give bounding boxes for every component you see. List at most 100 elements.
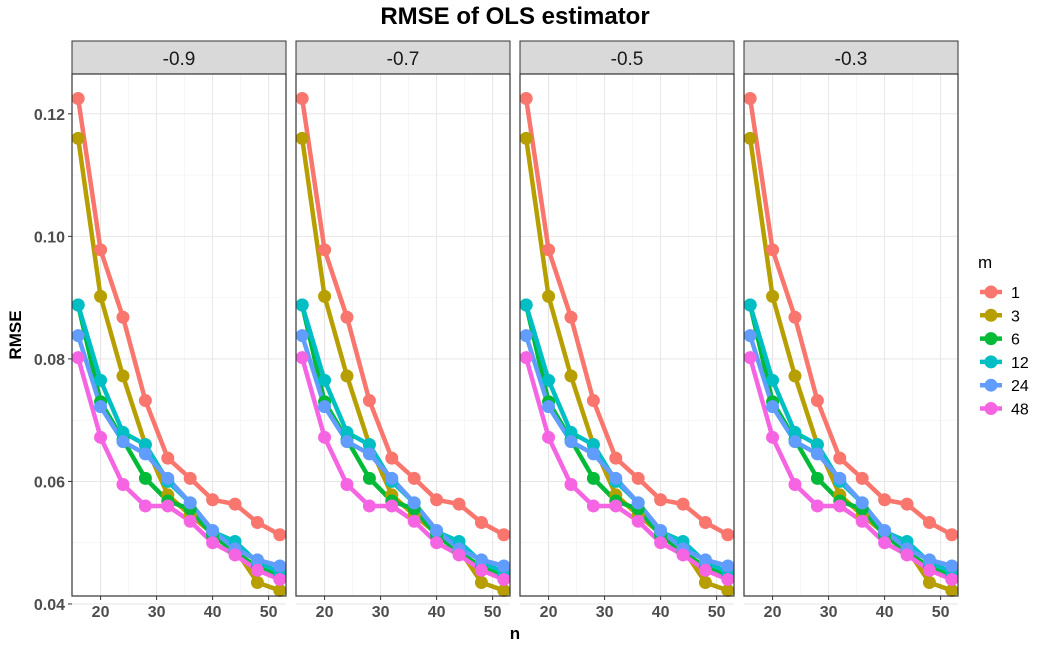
data-point-m3 — [721, 583, 735, 597]
panel-border — [743, 73, 959, 597]
data-point-m24 — [318, 400, 332, 414]
data-point-m48 — [788, 477, 802, 491]
data-point-m3 — [273, 583, 287, 597]
data-point-m48 — [900, 548, 914, 562]
data-point-m24 — [519, 329, 533, 343]
data-point-m12 — [340, 425, 354, 439]
data-point-m24 — [497, 559, 511, 573]
data-point-m12 — [295, 298, 309, 312]
x-tick-label: 20 — [92, 604, 110, 621]
legend-key-point — [984, 402, 998, 415]
data-point-m24 — [362, 447, 376, 461]
data-point-m48 — [922, 563, 936, 577]
data-point-m1 — [788, 310, 802, 324]
data-point-m1 — [564, 310, 578, 324]
legend-label: 1 — [1011, 285, 1020, 302]
facet-label: -0.7 — [387, 49, 420, 70]
x-tick-label: 50 — [260, 604, 278, 621]
y-axis-title: RMSE — [6, 310, 25, 359]
series-line-m24 — [523, 333, 731, 569]
data-point-m48 — [676, 548, 690, 562]
data-point-m1 — [519, 92, 533, 106]
data-point-m48 — [945, 572, 959, 586]
legend-label: 48 — [1011, 402, 1029, 419]
data-point-m48 — [631, 514, 645, 528]
data-point-m48 — [810, 499, 824, 513]
data-point-m48 — [564, 477, 578, 491]
series-line-m48 — [299, 355, 507, 582]
x-tick-label: 40 — [204, 604, 222, 621]
data-point-m1 — [183, 471, 197, 485]
data-point-m48 — [654, 536, 668, 550]
legend-label: 6 — [1011, 332, 1020, 349]
data-point-m24 — [609, 471, 623, 485]
data-point-m24 — [564, 435, 578, 449]
data-point-m24 — [721, 559, 735, 573]
series-line-m6 — [299, 302, 507, 577]
data-point-m12 — [743, 298, 757, 312]
series-line-m1 — [299, 96, 507, 537]
data-point-m24 — [206, 523, 220, 537]
data-point-m48 — [407, 514, 421, 528]
y-tick-label: 0.06 — [34, 474, 65, 491]
y-tick-label: 0.04 — [34, 597, 65, 614]
data-point-m1 — [542, 243, 556, 257]
series-line-m48 — [75, 355, 283, 582]
series-line-m6 — [75, 302, 283, 577]
data-point-m48 — [206, 536, 220, 550]
series-line-m48 — [523, 355, 731, 582]
x-tick-label: 30 — [148, 604, 166, 621]
data-point-m1 — [116, 310, 130, 324]
x-tick-label: 20 — [540, 604, 558, 621]
data-point-m48 — [385, 499, 399, 513]
data-point-m48 — [318, 430, 332, 444]
series-line-m3 — [747, 136, 955, 593]
data-point-m12 — [766, 373, 780, 387]
data-point-m24 — [273, 559, 287, 573]
data-point-m6 — [362, 471, 376, 485]
y-tick-label: 0.10 — [34, 229, 65, 246]
data-point-m48 — [452, 548, 466, 562]
data-point-m24 — [116, 435, 130, 449]
data-point-m48 — [273, 572, 287, 586]
data-point-m48 — [138, 499, 152, 513]
data-point-m48 — [430, 536, 444, 550]
facet-label: -0.3 — [835, 49, 868, 70]
data-point-m24 — [542, 400, 556, 414]
data-point-m1 — [452, 497, 466, 511]
facet-panels: -0.920 30 40 50-0.720 30 40 50-0.520 30 40 50-0.3… — [34, 40, 959, 621]
y-tick-label: 0.12 — [34, 107, 65, 124]
series-line-m12 — [75, 302, 283, 575]
series-line-m48 — [747, 355, 955, 582]
data-point-m48 — [362, 499, 376, 513]
data-point-m24 — [385, 471, 399, 485]
data-point-m24 — [430, 523, 444, 537]
data-point-m1 — [318, 243, 332, 257]
data-point-m48 — [71, 351, 85, 365]
panel-border — [519, 73, 735, 597]
data-point-m48 — [228, 548, 242, 562]
facet-strip — [519, 40, 735, 75]
data-point-m1 — [900, 497, 914, 511]
data-point-m48 — [542, 430, 556, 444]
data-point-m1 — [810, 394, 824, 408]
data-point-m1 — [743, 92, 757, 106]
data-point-m3 — [788, 369, 802, 383]
x-tick-label: 30 — [596, 604, 614, 621]
legend-title: m — [978, 253, 992, 272]
data-point-m48 — [721, 572, 735, 586]
data-point-m48 — [855, 514, 869, 528]
data-point-m3 — [519, 131, 533, 145]
data-point-m6 — [586, 471, 600, 485]
data-point-m24 — [810, 447, 824, 461]
x-tick-label: 50 — [708, 604, 726, 621]
data-point-m1 — [676, 497, 690, 511]
x-tick-label: 20 — [764, 604, 782, 621]
series-line-m1 — [747, 96, 955, 537]
data-point-m1 — [250, 515, 264, 529]
data-point-m1 — [206, 493, 220, 507]
series-line-m3 — [75, 136, 283, 593]
x-axis-title: n — [510, 624, 520, 643]
x-tick-label: 40 — [652, 604, 670, 621]
